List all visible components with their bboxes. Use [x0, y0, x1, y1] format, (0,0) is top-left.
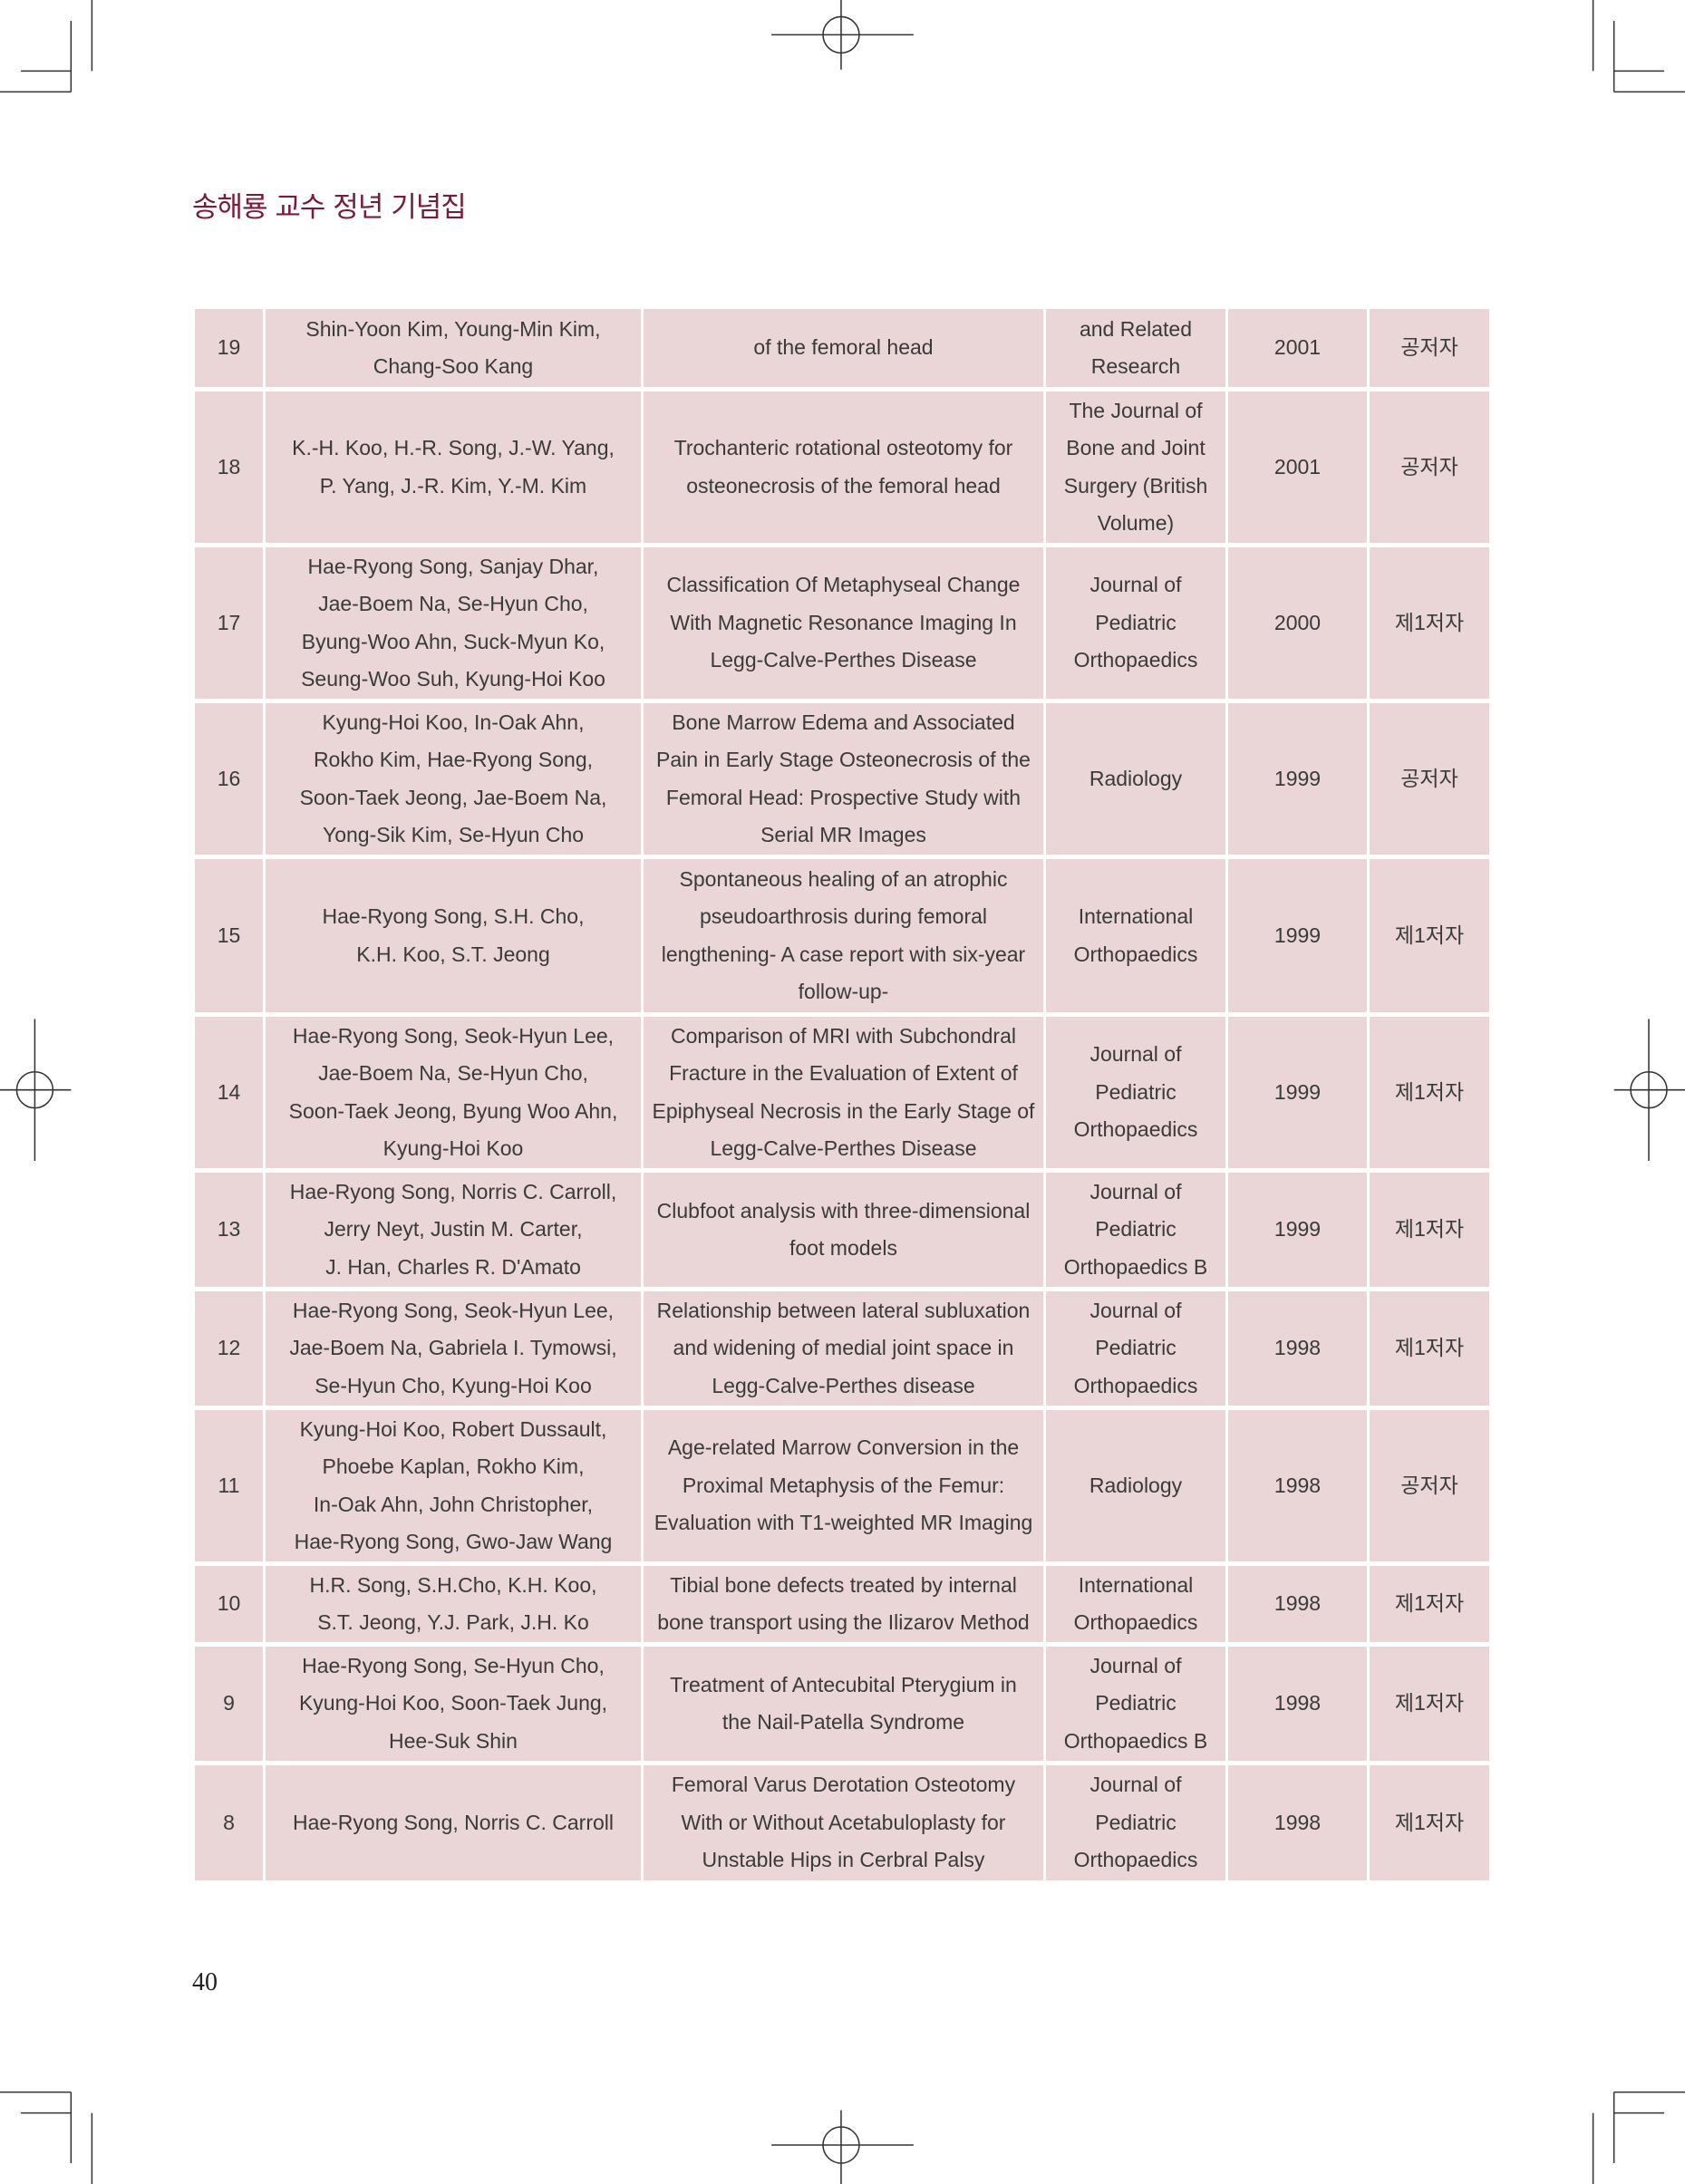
row-number: 11	[195, 1410, 263, 1561]
year-cell: 1999	[1228, 859, 1367, 1012]
author-role-cell: 공저자	[1370, 391, 1489, 543]
year-cell: 1998	[1228, 1566, 1367, 1642]
journal-cell: International Orthopaedics	[1046, 1566, 1225, 1642]
year-cell: 1998	[1228, 1410, 1367, 1561]
paper-title-cell: Trochanteric rotational osteotomy for os…	[644, 391, 1043, 543]
authors-cell: Kyung-Hoi Koo, Robert Dussault, Phoebe K…	[266, 1410, 641, 1561]
running-header-title: 송해룡 교수 정년 기념집	[192, 191, 467, 224]
row-number: 19	[195, 309, 263, 387]
row-number: 9	[195, 1647, 263, 1761]
year-cell: 1998	[1228, 1765, 1367, 1880]
paper-title-cell: of the femoral head	[644, 309, 1043, 387]
paper-title-cell: Bone Marrow Edema and Associated Pain in…	[644, 703, 1043, 855]
year-cell: 1999	[1228, 1173, 1367, 1287]
journal-cell: The Journal of Bone and Joint Surgery (B…	[1046, 391, 1225, 543]
author-role-cell: 제1저자	[1370, 1566, 1489, 1642]
journal-cell: Radiology	[1046, 1410, 1225, 1561]
authors-cell: Hae-Ryong Song, S.H. Cho, K.H. Koo, S.T.…	[266, 859, 641, 1012]
authors-cell: Hae-Ryong Song, Norris C. Carroll, Jerry…	[266, 1173, 641, 1287]
paper-title-cell: Treatment of Antecubital Pterygium in th…	[644, 1647, 1043, 1761]
publication-table: 19 Shin-Yoon Kim, Young-Min Kim, Chang-So…	[195, 309, 1489, 1880]
authors-cell: K.-H. Koo, H.-R. Song, J.-W. Yang, P. Ya…	[266, 391, 641, 543]
year-cell: 1998	[1228, 1291, 1367, 1406]
authors-cell: Hae-Ryong Song, Seok-Hyun Lee, Jae-Boem …	[266, 1017, 641, 1168]
row-number: 10	[195, 1566, 263, 1642]
journal-cell: and Related Research	[1046, 309, 1225, 387]
author-role-cell: 제1저자	[1370, 859, 1489, 1012]
row-number: 14	[195, 1017, 263, 1168]
row-number: 17	[195, 547, 263, 699]
journal-cell: Radiology	[1046, 703, 1225, 855]
year-cell: 2001	[1228, 391, 1367, 543]
author-role-cell: 제1저자	[1370, 1017, 1489, 1168]
row-number: 8	[195, 1765, 263, 1880]
authors-cell: Kyung-Hoi Koo, In-Oak Ahn, Rokho Kim, Ha…	[266, 703, 641, 855]
authors-cell: Shin-Yoon Kim, Young-Min Kim, Chang-Soo …	[266, 309, 641, 387]
author-role-cell: 제1저자	[1370, 1647, 1489, 1761]
journal-cell: Journal of Pediatric Orthopaedics B	[1046, 1173, 1225, 1287]
journal-cell: Journal of Pediatric Orthopaedics B	[1046, 1647, 1225, 1761]
author-role-cell: 제1저자	[1370, 1765, 1489, 1880]
page-number: 40	[192, 1968, 218, 1996]
journal-cell: Journal of Pediatric Orthopaedics	[1046, 1017, 1225, 1168]
paper-title-cell: Classification Of Metaphyseal Change Wit…	[644, 547, 1043, 699]
authors-cell: H.R. Song, S.H.Cho, K.H. Koo, S.T. Jeong…	[266, 1566, 641, 1642]
journal-cell: Journal of Pediatric Orthopaedics	[1046, 547, 1225, 699]
row-number: 15	[195, 859, 263, 1012]
row-number: 16	[195, 703, 263, 855]
paper-title-cell: Femoral Varus Derotation Osteotomy With …	[644, 1765, 1043, 1880]
paper-title-cell: Relationship between lateral subluxation…	[644, 1291, 1043, 1406]
row-number: 12	[195, 1291, 263, 1406]
author-role-cell: 제1저자	[1370, 547, 1489, 699]
year-cell: 1999	[1228, 1017, 1367, 1168]
paper-title-cell: Spontaneous healing of an atrophic pseud…	[644, 859, 1043, 1012]
paper-title-cell: Clubfoot analysis with three-dimensional…	[644, 1173, 1043, 1287]
year-cell: 1999	[1228, 703, 1367, 855]
author-role-cell: 공저자	[1370, 1410, 1489, 1561]
year-cell: 1998	[1228, 1647, 1367, 1761]
paper-title-cell: Age-related Marrow Conversion in the Pro…	[644, 1410, 1043, 1561]
row-number: 13	[195, 1173, 263, 1287]
author-role-cell: 공저자	[1370, 309, 1489, 387]
journal-cell: Journal of Pediatric Orthopaedics	[1046, 1765, 1225, 1880]
year-cell: 2000	[1228, 547, 1367, 699]
author-role-cell: 제1저자	[1370, 1291, 1489, 1406]
journal-cell: International Orthopaedics	[1046, 859, 1225, 1012]
year-cell: 2001	[1228, 309, 1367, 387]
paper-title-cell: Comparison of MRI with Subchondral Fract…	[644, 1017, 1043, 1168]
authors-cell: Hae-Ryong Song, Se-Hyun Cho, Kyung-Hoi K…	[266, 1647, 641, 1761]
journal-cell: Journal of Pediatric Orthopaedics	[1046, 1291, 1225, 1406]
paper-title-cell: Tibial bone defects treated by internal …	[644, 1566, 1043, 1642]
author-role-cell: 제1저자	[1370, 1173, 1489, 1287]
authors-cell: Hae-Ryong Song, Sanjay Dhar, Jae-Boem Na…	[266, 547, 641, 699]
row-number: 18	[195, 391, 263, 543]
authors-cell: Hae-Ryong Song, Norris C. Carroll	[266, 1765, 641, 1880]
author-role-cell: 공저자	[1370, 703, 1489, 855]
authors-cell: Hae-Ryong Song, Seok-Hyun Lee, Jae-Boem …	[266, 1291, 641, 1406]
